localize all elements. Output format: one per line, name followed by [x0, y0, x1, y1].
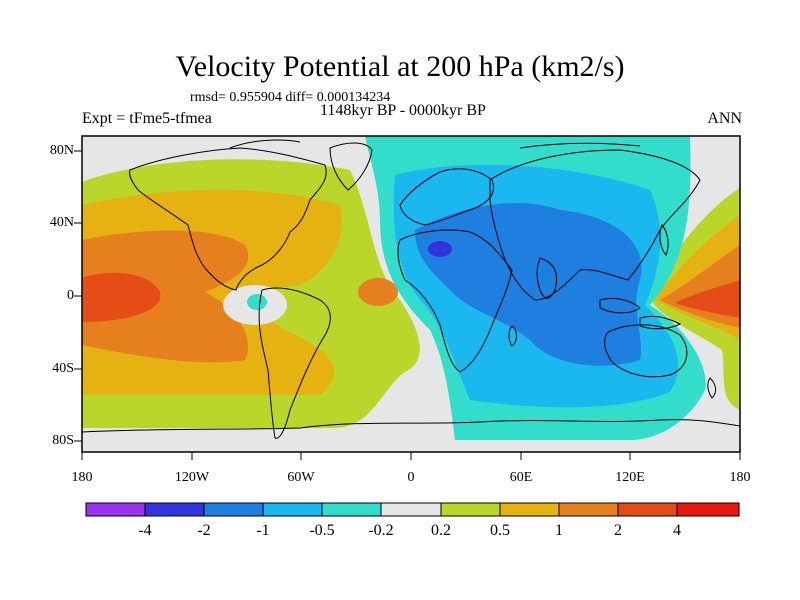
coast-antarctica	[82, 419, 740, 433]
lat-label-40n: 40N	[49, 215, 74, 230]
coast-japan	[659, 224, 669, 256]
lon-label-120e: 120E	[615, 470, 645, 485]
coast-asia	[489, 149, 701, 301]
axis-ticks	[74, 150, 741, 460]
coast-new-zealand	[707, 377, 717, 399]
experiment-label: Expt = tFme5-tfmea	[82, 110, 212, 127]
colorbar-label-neg02: -0.2	[368, 522, 394, 539]
field-pos-2-west	[82, 272, 161, 322]
coast-se-asia-1	[599, 297, 641, 314]
colorbar-swatch-10	[617, 502, 678, 517]
contour-field	[82, 136, 740, 452]
lat-label-80s: 80S	[52, 433, 74, 448]
coast-australia	[604, 324, 688, 378]
colorbar-swatch-7	[440, 502, 501, 517]
coast-arctic-islands	[229, 139, 301, 149]
coast-europe	[399, 168, 494, 226]
lat-label-40s: 40S	[52, 361, 74, 376]
map-title: Velocity Potential at 200 hPa (km2/s)	[175, 50, 625, 83]
colorbar-label-02: 0.2	[431, 522, 451, 539]
coast-se-asia-2	[639, 315, 682, 330]
coast-south-america	[258, 287, 331, 439]
field-neg-1	[415, 202, 642, 366]
coast-north-america	[129, 147, 327, 291]
colorbar-label-1: 1	[555, 522, 563, 539]
lat-label-0: 0	[67, 288, 74, 303]
field-neg-2	[428, 241, 452, 257]
lon-label-180e: 180	[729, 470, 751, 485]
coastlines	[82, 139, 740, 439]
stats-text: rmsd= 0.955904 diff= 0.000134234	[190, 90, 391, 105]
season-label: ANN	[707, 110, 742, 127]
colorbar-label-neg05: -0.5	[309, 522, 335, 539]
colorbar-swatch-8	[499, 502, 560, 517]
colorbar-label-2: 2	[614, 522, 622, 539]
colorbar-swatch-3	[203, 502, 264, 517]
colorbar-swatch-11	[676, 502, 740, 517]
coast-greenland	[329, 142, 373, 191]
lon-label-180w: 180	[71, 470, 93, 485]
colorbar-swatch-4	[262, 502, 323, 517]
coast-siberia-islands	[519, 142, 641, 149]
field-pos-1-atlantic	[358, 278, 398, 306]
colorbar	[85, 502, 740, 517]
lat-label-80n: 80N	[49, 143, 74, 158]
coast-africa	[397, 229, 513, 373]
colorbar-swatch-2	[144, 502, 205, 517]
field-neg-02-pocket	[247, 294, 267, 310]
colorbar-swatch-6	[380, 502, 442, 517]
colorbar-swatch-5	[321, 502, 382, 517]
field-pos-1-west	[82, 230, 249, 363]
colorbar-label-neg1: -1	[256, 522, 270, 539]
colorbar-label-neg2: -2	[197, 522, 211, 539]
colorbar-label-05: 0.5	[490, 522, 510, 539]
colorbar-swatch-9	[558, 502, 619, 517]
colorbar-label-neg4: -4	[138, 522, 152, 539]
lon-label-60e: 60E	[509, 470, 533, 485]
colorbar-label-4: 4	[673, 522, 681, 539]
coast-madagascar	[508, 325, 517, 347]
lon-label-60w: 60W	[287, 470, 315, 485]
colorbar-swatch-1	[85, 502, 146, 517]
field-pos-2-east	[675, 280, 740, 318]
lon-label-0: 0	[407, 470, 415, 485]
lon-label-120w: 120W	[174, 470, 210, 485]
period-label: 1148kyr BP - 0000kyr BP	[320, 102, 486, 119]
coast-india	[536, 257, 557, 299]
